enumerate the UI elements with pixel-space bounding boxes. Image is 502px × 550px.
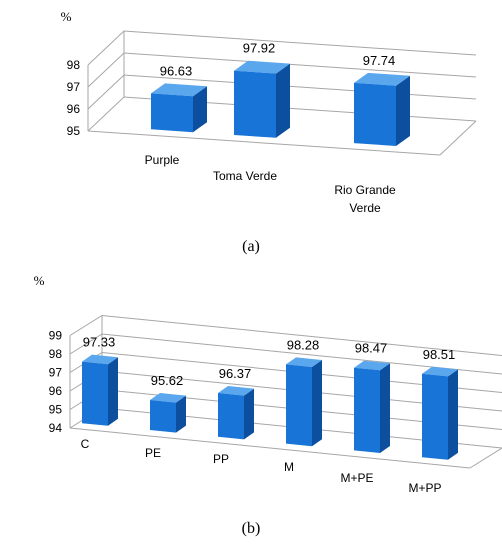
- chart-panel-b: 94 95 96 97 98 99 97.33 95.62 96.37 98.28 98.47 98.…: [34, 273, 502, 537]
- bar: [150, 393, 186, 433]
- unit-label: %: [34, 273, 45, 288]
- data-label: 97.33: [83, 335, 116, 350]
- x-tick-label-line: Rio Grande: [334, 183, 396, 197]
- bar-top: [150, 393, 186, 403]
- x-axis: [87, 130, 441, 156]
- x-tick-label: C: [81, 437, 90, 451]
- data-label: 96.37: [219, 366, 252, 381]
- data-label: 97.74: [363, 53, 396, 68]
- gridline: [87, 30, 477, 66]
- bar-front: [150, 400, 176, 433]
- data-label: 95.62: [151, 373, 184, 388]
- bar-front: [82, 361, 108, 426]
- x-tick-label: M: [284, 460, 294, 474]
- bar-front: [354, 82, 396, 146]
- bar-front: [218, 393, 244, 440]
- x-tick-label: PE: [145, 446, 161, 460]
- y-tick-label: 96: [67, 102, 81, 116]
- x-tick-label: Purple: [145, 153, 180, 167]
- bar-side: [276, 63, 290, 138]
- bar: [286, 357, 322, 447]
- y-tick-label: 96: [49, 384, 63, 398]
- x-tick-label-line: Verde: [349, 201, 381, 215]
- floor-right-edge: [469, 447, 502, 469]
- data-label: 96.63: [160, 63, 193, 78]
- bar: [422, 366, 458, 460]
- bar-side: [380, 363, 390, 453]
- x-tick-label: PP: [213, 452, 229, 466]
- bar-side: [193, 86, 207, 133]
- y-tick-label: 99: [49, 329, 63, 343]
- x-tick-label: Toma Verde: [213, 169, 277, 183]
- data-label: 98.28: [287, 337, 320, 352]
- y-tick-label: 98: [67, 58, 81, 72]
- bar-front: [286, 364, 312, 447]
- bar-side: [244, 388, 254, 440]
- x-axis: [69, 427, 471, 469]
- panel-caption: (b): [242, 520, 261, 537]
- bar: [82, 354, 118, 426]
- unit-label: %: [61, 9, 72, 24]
- floor-right-edge: [439, 120, 477, 156]
- bar-side: [448, 369, 458, 460]
- bar-front: [422, 373, 448, 460]
- bar-top: [422, 366, 458, 377]
- y-tick-label: 95: [67, 124, 81, 138]
- bar-top: [234, 60, 290, 74]
- bar-top: [354, 360, 390, 371]
- x-tick-label: M+PE: [340, 471, 373, 485]
- bar-side: [176, 395, 186, 433]
- x-tick-label: Rio Grande Verde: [334, 183, 396, 215]
- data-label: 98.51: [423, 347, 456, 362]
- bar-top: [82, 354, 118, 365]
- bar: [354, 72, 410, 146]
- y-tick-label: 98: [49, 347, 63, 361]
- chart-panel-a: 95 96 97 98 96.63 97.92 97.74 Purple Toma Verde R…: [61, 9, 477, 255]
- panel-caption: (a): [242, 238, 260, 255]
- bar-top: [286, 357, 322, 367]
- bar-front: [354, 367, 380, 453]
- y-tick-label: 97: [67, 80, 81, 94]
- y-tick-label: 97: [49, 366, 63, 380]
- data-label: 98.47: [355, 341, 388, 356]
- bar-top: [354, 72, 410, 86]
- bar-side: [396, 75, 410, 146]
- bar-side: [108, 357, 118, 426]
- bar: [234, 60, 290, 138]
- bar-top: [151, 83, 207, 97]
- x-tick-label: M+PP: [408, 481, 441, 495]
- bar-front: [151, 93, 193, 133]
- bar: [151, 83, 207, 133]
- bar: [354, 360, 390, 453]
- bar: [218, 386, 254, 440]
- y-tick-label: 94: [49, 421, 63, 435]
- bar-top: [218, 386, 254, 396]
- bar-front: [234, 70, 276, 138]
- bar-side: [312, 360, 322, 447]
- y-tick-label: 95: [49, 403, 63, 417]
- data-label: 97.92: [243, 41, 276, 56]
